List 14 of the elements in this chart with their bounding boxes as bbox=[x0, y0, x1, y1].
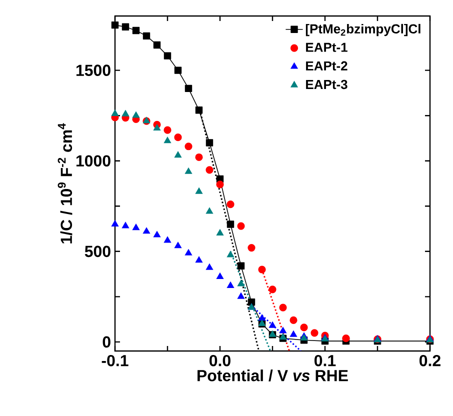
legend-label: EAPt-2 bbox=[306, 61, 348, 70]
x-axis-title: Potential / V vs RHE bbox=[198, 370, 348, 382]
x-tick-label: 0.1 bbox=[314, 354, 336, 366]
y-tick-label: 0 bbox=[102, 336, 110, 348]
legend-label: [PtMe$_{2}$bzimpyCl]Cl bbox=[306, 24, 420, 36]
x-tick-label: 0.0 bbox=[210, 354, 230, 366]
y-tick-label: 1500 bbox=[76, 64, 110, 76]
y-tick-label: 1000 bbox=[76, 155, 110, 167]
x-tick-label: 0.2 bbox=[420, 354, 440, 366]
legend-label: EAPt-3 bbox=[306, 80, 348, 90]
y-tick-label: 500 bbox=[84, 246, 110, 258]
y-axis-title: 1/C / 10$^{9}$ F$^{-2}$ cm$^{4}$ bbox=[58, 123, 72, 244]
legend-label: EAPt-1 bbox=[306, 42, 348, 52]
x-tick-label: -0.1 bbox=[102, 354, 128, 366]
